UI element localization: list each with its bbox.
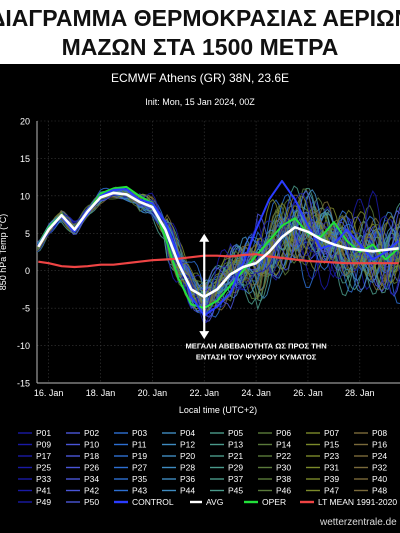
annotation-text-line-1: ΜΕΓΑΛΗ ΑΒΕΒΑΙΟΤΗΤΑ ΩΣ ΠΡΟΣ ΤΗΝ (185, 341, 326, 350)
legend-entry-p10: P10 (84, 440, 99, 450)
legend-entry-p18: P18 (84, 451, 99, 461)
legend-entry-p26: P26 (84, 463, 99, 473)
annotation-arrow (199, 233, 210, 340)
legend-entry-p24: P24 (372, 451, 387, 461)
legend-entry-p37: P37 (228, 474, 243, 484)
legend-entry-p14: P14 (276, 440, 291, 450)
legend-entry-lt-mean-1991-2020: LT MEAN 1991-2020 (318, 497, 397, 507)
legend-entry-p45: P45 (228, 486, 243, 496)
legend-entry-p44: P44 (180, 486, 195, 496)
legend-entry-p16: P16 (372, 440, 387, 450)
legend-entry-p48: P48 (372, 486, 387, 496)
y-tick-label: -5 (22, 304, 30, 314)
ensemble-line-p40 (37, 191, 400, 311)
legend-entry-p12: P12 (180, 440, 195, 450)
annotation-text-line-2: ΕΝΤΑΣΗ ΤΟΥ ΨΥΧΡΟΥ ΚΥΜΑΤΟΣ (196, 352, 317, 361)
main-series (37, 179, 400, 317)
legend-entry-p22: P22 (276, 451, 291, 461)
legend-entry-p28: P28 (180, 463, 195, 473)
y-tick-label: 10 (20, 191, 30, 201)
legend-entry-p50: P50 (84, 497, 99, 507)
legend-entry-p27: P27 (132, 463, 147, 473)
legend-entry-p30: P30 (276, 463, 291, 473)
legend-entry-p05: P05 (228, 428, 243, 438)
headline: ΔΙΑΓΡΑΜΜΑ ΘΕΡΜΟΚΡΑΣΙΑΣ ΑΕΡΙΩΝ ΜΑΖΩΝ ΣΤΑ … (0, 0, 400, 64)
legend-entry-p02: P02 (84, 428, 99, 438)
series-line-oper (37, 185, 400, 310)
legend-entry-oper: OPER (262, 497, 286, 507)
y-tick-label: 20 (20, 117, 30, 127)
legend-entry-p03: P03 (132, 428, 147, 438)
legend-entry-p17: P17 (36, 451, 51, 461)
x-tick-label: 18. Jan (86, 388, 116, 398)
series-line-avg (37, 191, 399, 299)
y-tick-label: 15 (20, 154, 30, 164)
ensemble-line-p49 (37, 190, 400, 315)
legend-entry-p13: P13 (228, 440, 243, 450)
x-tick-label: 16. Jan (34, 388, 64, 398)
legend-entry-p25: P25 (36, 463, 51, 473)
legend-entry-p49: P49 (36, 497, 51, 507)
legend-entry-p39: P39 (324, 474, 339, 484)
legend-entry-p01: P01 (36, 428, 51, 438)
legend-entry-p31: P31 (324, 463, 339, 473)
y-tick-label: -10 (17, 341, 30, 351)
y-tick-label: 5 (25, 229, 30, 239)
x-tick-label: 20. Jan (138, 388, 168, 398)
legend-entry-p09: P09 (36, 440, 51, 450)
x-tick-label: 28. Jan (345, 388, 375, 398)
x-tick-label: 26. Jan (293, 388, 323, 398)
legend-entry-p46: P46 (276, 486, 291, 496)
x-tick-label: 22. Jan (189, 388, 219, 398)
legend-entry-p47: P47 (324, 486, 339, 496)
y-tick-label: -15 (17, 379, 30, 389)
legend-entry-p40: P40 (372, 474, 387, 484)
legend-entry-p07: P07 (324, 428, 339, 438)
legend-entry-p29: P29 (228, 463, 243, 473)
series-line-lt-mean-1991-2020 (38, 253, 399, 269)
x-axis-title: Local time (UTC+2) (179, 405, 257, 415)
legend-entry-p21: P21 (228, 451, 243, 461)
headline-line-1: ΔΙΑΓΡΑΜΜΑ ΘΕΡΜΟΚΡΑΣΙΑΣ ΑΕΡΙΩΝ (0, 5, 400, 31)
legend-entry-p04: P04 (180, 428, 195, 438)
legend-entry-p36: P36 (180, 474, 195, 484)
legend-entry-p35: P35 (132, 474, 147, 484)
temperature-chart: ECMWF Athens (GR) 38N, 23.6E Init: Mon, 1… (0, 71, 400, 528)
legend-entry-avg: AVG (206, 497, 223, 507)
legend-entry-p41: P41 (36, 486, 51, 496)
legend-entry-p38: P38 (276, 474, 291, 484)
legend-entry-p15: P15 (324, 440, 339, 450)
legend-entry-control: CONTROL (132, 497, 174, 507)
legend-entry-p23: P23 (324, 451, 339, 461)
y-tick-label: 0 (25, 266, 30, 276)
legend-entry-p43: P43 (132, 486, 147, 496)
legend-entry-p32: P32 (372, 463, 387, 473)
legend-entry-p20: P20 (180, 451, 195, 461)
chart-subtitle: Init: Mon, 15 Jan 2024, 00Z (145, 97, 255, 107)
legend-entry-p08: P08 (372, 428, 387, 438)
legend-entry-p19: P19 (132, 451, 147, 461)
chart-panel: ECMWF Athens (GR) 38N, 23.6E Init: Mon, 1… (0, 64, 400, 533)
watermark: wetterzentrale.de (319, 517, 397, 528)
legend-entry-p34: P34 (84, 474, 99, 484)
legend-entry-p42: P42 (84, 486, 99, 496)
y-axis-title: 850 hPa Temp (°C) (0, 214, 8, 290)
headline-line-2: ΜΑΖΩΝ ΣΤΑ 1500 ΜΕΤΡΑ (61, 34, 339, 60)
legend-entry-p06: P06 (276, 428, 291, 438)
legend-entry-p11: P11 (132, 440, 147, 450)
legend-entry-p33: P33 (36, 474, 51, 484)
x-tick-label: 24. Jan (241, 388, 271, 398)
chart-title: ECMWF Athens (GR) 38N, 23.6E (111, 71, 289, 85)
